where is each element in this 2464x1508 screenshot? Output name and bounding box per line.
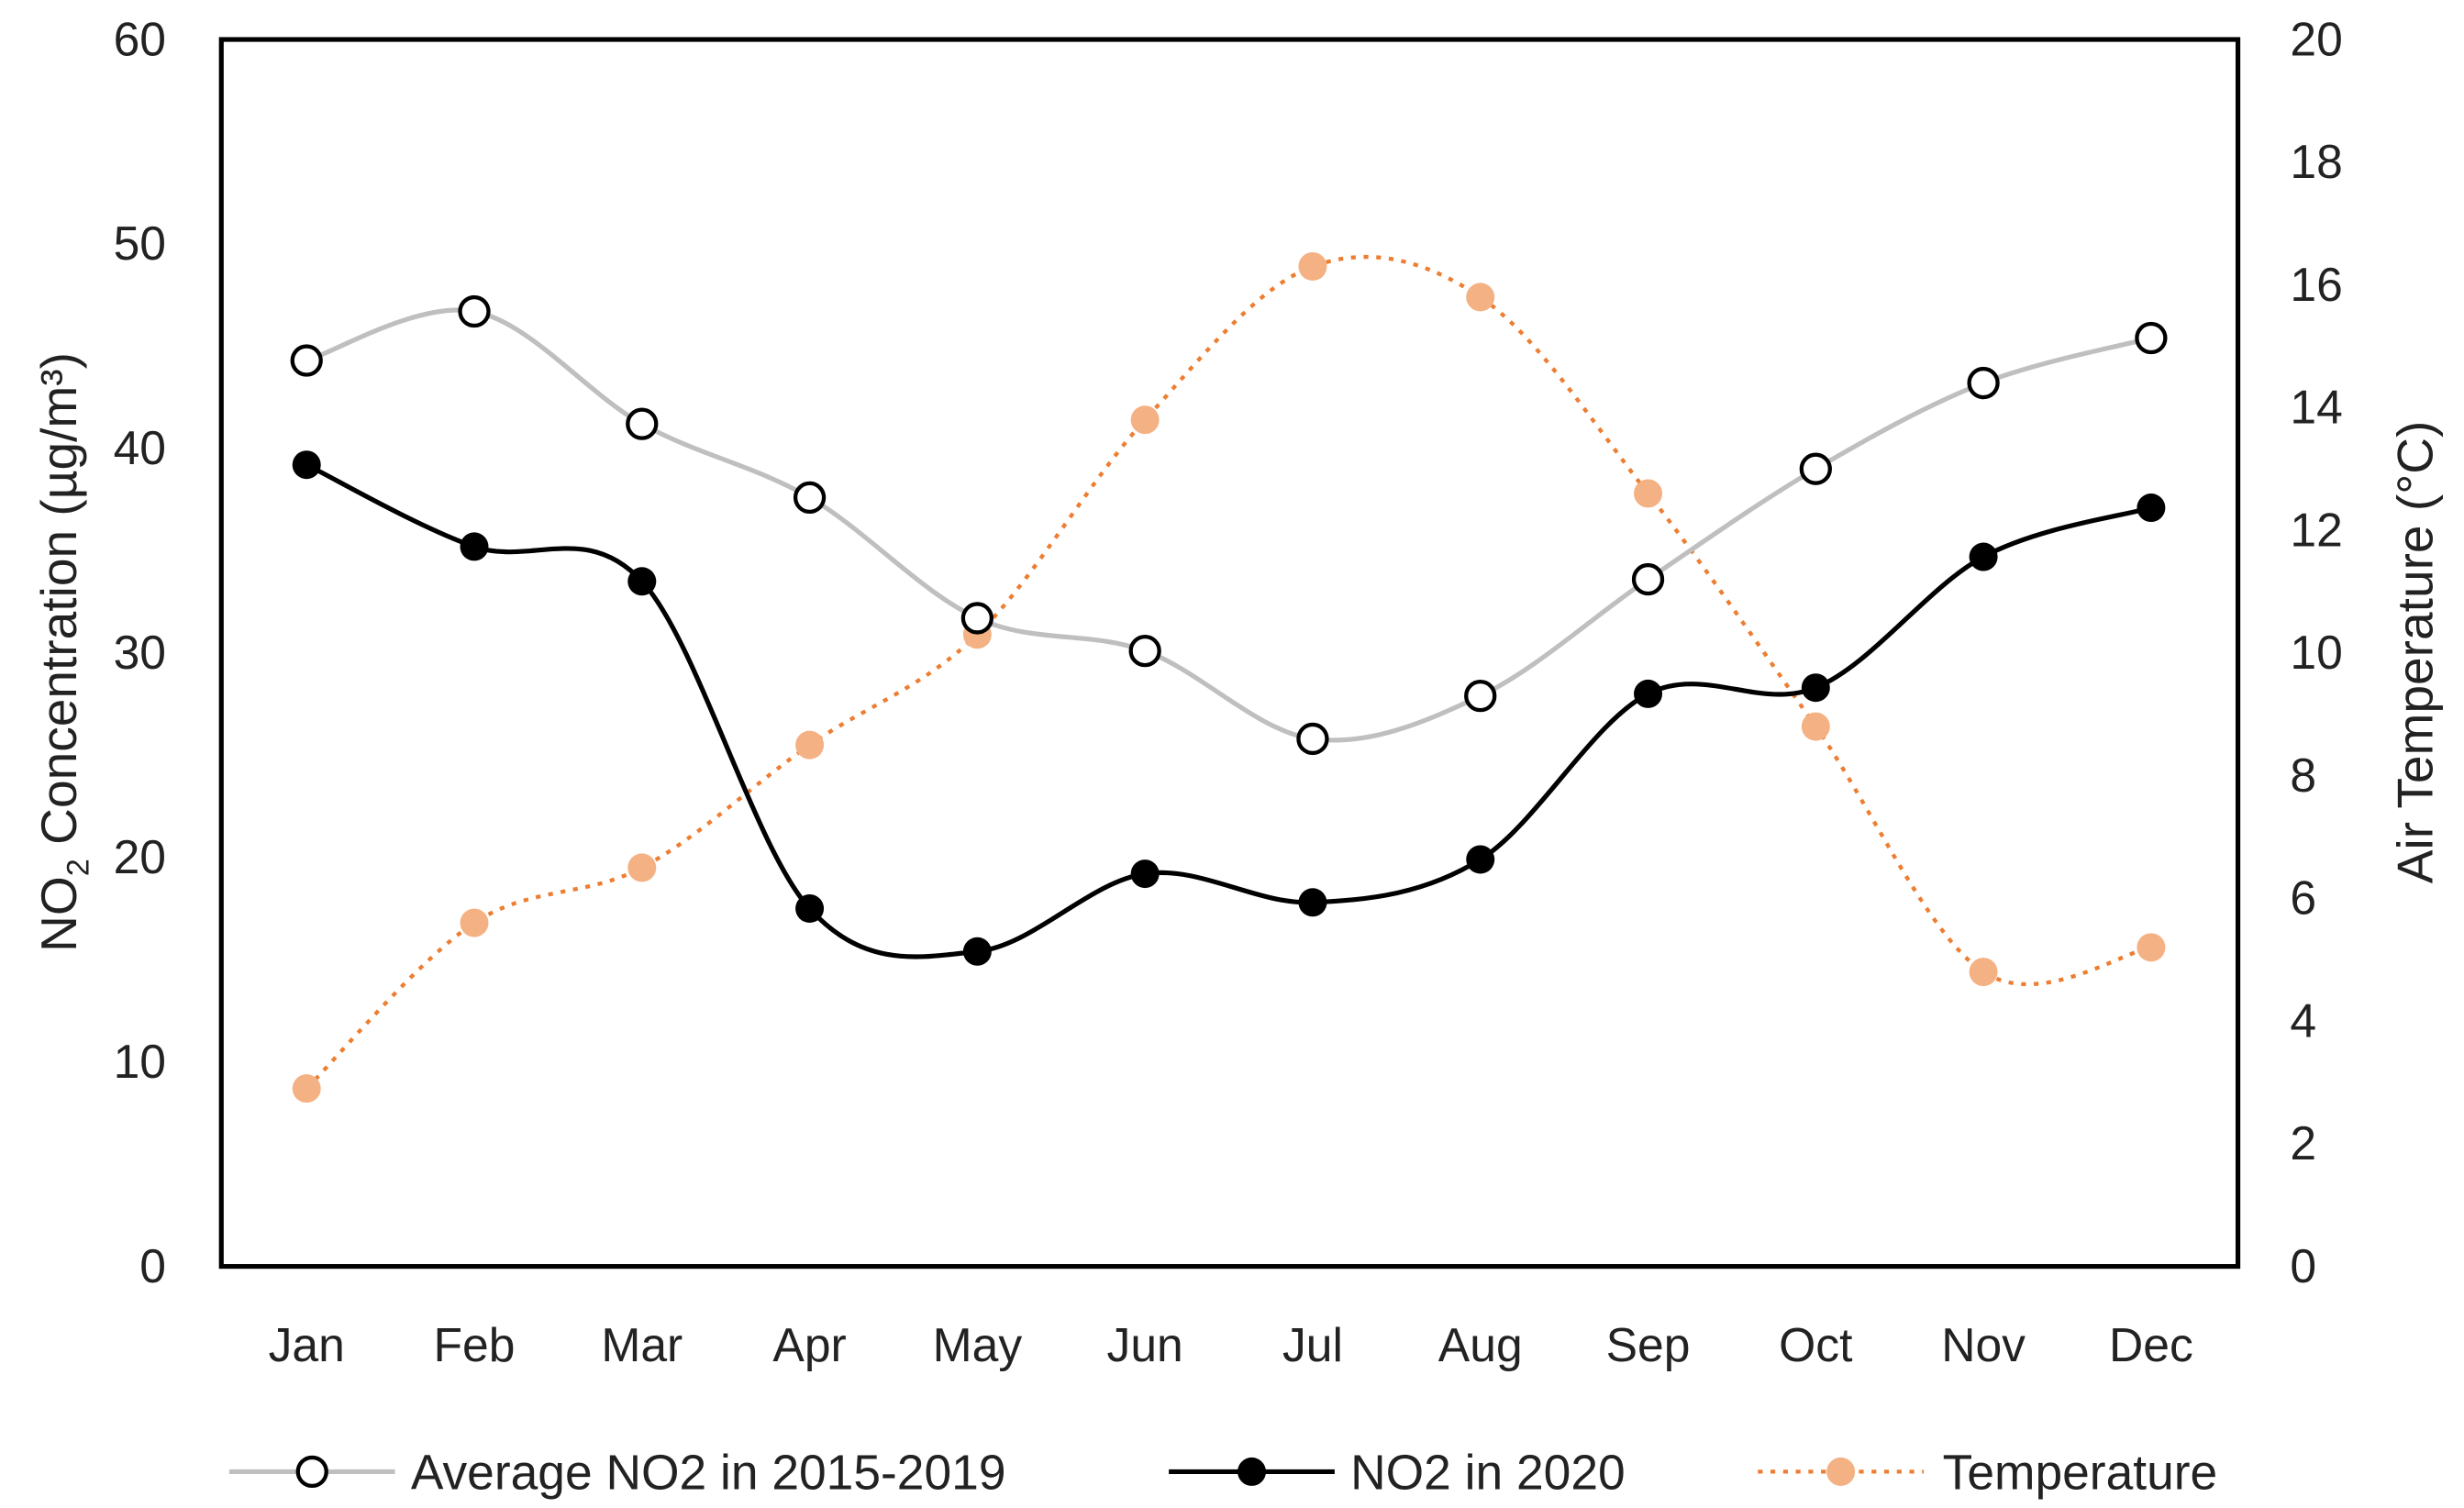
y-axis-label: NO2 Concentration (µg/m³) (30, 352, 96, 952)
series-line (305, 307, 2152, 743)
data-point (1296, 722, 1329, 756)
legend-marker (1826, 1457, 1856, 1486)
y2-tick-label: 16 (2290, 258, 2342, 311)
x-tick-label: Jun (1107, 1318, 1183, 1371)
y2-tick-label: 10 (2290, 626, 2342, 679)
x-tick-label: Sep (1606, 1318, 1691, 1371)
x-tick-label: Mar (601, 1318, 683, 1371)
data-point (2135, 321, 2168, 355)
data-point (460, 532, 489, 561)
y-tick-label: 60 (114, 12, 166, 65)
series-line (305, 254, 2152, 1091)
legend-item: NO2 in 2020 (1169, 1446, 1626, 1500)
data-point (1799, 452, 1832, 485)
data-point (1634, 479, 1663, 508)
data-point (290, 344, 323, 377)
data-point (1130, 859, 1160, 889)
y-tick-label: 0 (139, 1239, 166, 1292)
y2-tick-label: 14 (2290, 381, 2342, 434)
data-point (627, 853, 657, 882)
legend-label: Average NO2 in 2015-2019 (411, 1446, 1006, 1500)
x-tick-label: May (933, 1318, 1023, 1371)
data-point (793, 481, 827, 515)
data-point (1128, 634, 1161, 668)
legend-label: Temperature (1943, 1446, 2218, 1500)
series-line (305, 462, 2152, 959)
data-point (960, 602, 994, 635)
legend-marker (295, 1455, 328, 1489)
data-point (1634, 679, 1663, 708)
y-tick-label: 30 (114, 626, 166, 679)
data-point (1130, 405, 1160, 435)
y2-axis-label: Air Temperature (°C) (2386, 421, 2443, 884)
y-tick-label: 50 (114, 216, 166, 270)
data-point (2137, 493, 2166, 523)
y-tick-label: 20 (114, 830, 166, 883)
data-point (1466, 845, 1495, 874)
data-point (292, 450, 321, 480)
y-tick-label: 40 (114, 421, 166, 474)
y2-tick-label: 12 (2290, 503, 2342, 556)
series-2 (292, 251, 2166, 1103)
legend-label: NO2 in 2020 (1350, 1446, 1626, 1500)
data-point (1969, 958, 1998, 987)
data-point (1801, 673, 1830, 703)
y2-tick-label: 20 (2290, 12, 2342, 65)
x-tick-label: Dec (2109, 1318, 2193, 1371)
data-point (1631, 562, 1665, 596)
data-point (626, 407, 659, 440)
x-tick-label: Jul (1282, 1318, 1343, 1371)
data-point (458, 294, 491, 328)
legend: Average NO2 in 2015-2019 NO2 in 2020 Tempe… (228, 1446, 2217, 1500)
data-point (1298, 888, 1327, 917)
series-0 (290, 294, 2168, 756)
data-point (460, 908, 489, 937)
legend-item: Temperature (1758, 1446, 2217, 1500)
y2-tick-label: 4 (2290, 993, 2316, 1047)
data-point (1464, 679, 1497, 713)
x-tick-label: Oct (1779, 1318, 1852, 1371)
legend-marker (1238, 1457, 1267, 1486)
y-tick-label: 10 (114, 1035, 166, 1088)
data-point (1969, 542, 1998, 571)
y2-tick-label: 2 (2290, 1116, 2316, 1170)
data-point (1801, 712, 1830, 741)
x-tick-label: Jan (269, 1318, 345, 1371)
data-point (795, 893, 825, 923)
x-tick-label: Apr (772, 1318, 846, 1371)
y2-tick-label: 18 (2290, 135, 2342, 188)
data-point (1967, 366, 2000, 400)
data-point (1466, 283, 1495, 312)
x-tick-label: Feb (434, 1318, 516, 1371)
data-point (2137, 933, 2166, 962)
x-tick-label: Nov (1941, 1318, 2026, 1371)
x-tick-label: Aug (1438, 1318, 1523, 1371)
data-point (962, 937, 992, 966)
series-1 (292, 450, 2166, 966)
data-point (627, 567, 657, 596)
data-point (795, 730, 825, 760)
data-point (1298, 251, 1327, 281)
plot-area-frame (218, 37, 2241, 1270)
legend-item: Average NO2 in 2015-2019 (228, 1446, 1006, 1500)
data-point (292, 1074, 321, 1103)
y2-tick-label: 8 (2290, 748, 2316, 802)
y2-tick-label: 0 (2290, 1239, 2316, 1292)
y2-tick-label: 6 (2290, 871, 2316, 925)
